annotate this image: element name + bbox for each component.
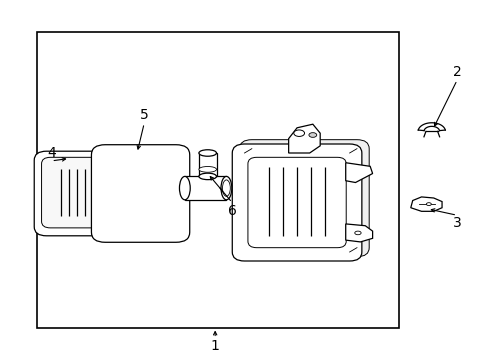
Text: 1: 1	[210, 339, 219, 353]
Ellipse shape	[199, 166, 216, 172]
FancyBboxPatch shape	[34, 151, 110, 236]
Bar	[184, 176, 226, 200]
FancyBboxPatch shape	[91, 145, 189, 242]
Polygon shape	[345, 224, 372, 242]
FancyBboxPatch shape	[41, 157, 102, 228]
Ellipse shape	[222, 180, 230, 196]
Text: 6: 6	[227, 204, 236, 217]
Bar	[199, 153, 216, 176]
FancyBboxPatch shape	[239, 140, 368, 257]
Polygon shape	[410, 197, 441, 211]
Text: 4: 4	[47, 146, 56, 160]
Ellipse shape	[308, 133, 316, 138]
Text: 2: 2	[452, 65, 461, 79]
FancyBboxPatch shape	[232, 144, 361, 261]
Ellipse shape	[426, 203, 430, 206]
Ellipse shape	[354, 231, 360, 235]
Ellipse shape	[179, 176, 190, 200]
Ellipse shape	[221, 176, 231, 200]
Ellipse shape	[293, 130, 304, 136]
Bar	[37, 32, 398, 328]
Text: 5: 5	[140, 108, 148, 122]
Ellipse shape	[199, 173, 216, 180]
Polygon shape	[345, 163, 372, 183]
Text: 3: 3	[452, 216, 461, 230]
Polygon shape	[288, 124, 320, 153]
Ellipse shape	[199, 150, 216, 156]
